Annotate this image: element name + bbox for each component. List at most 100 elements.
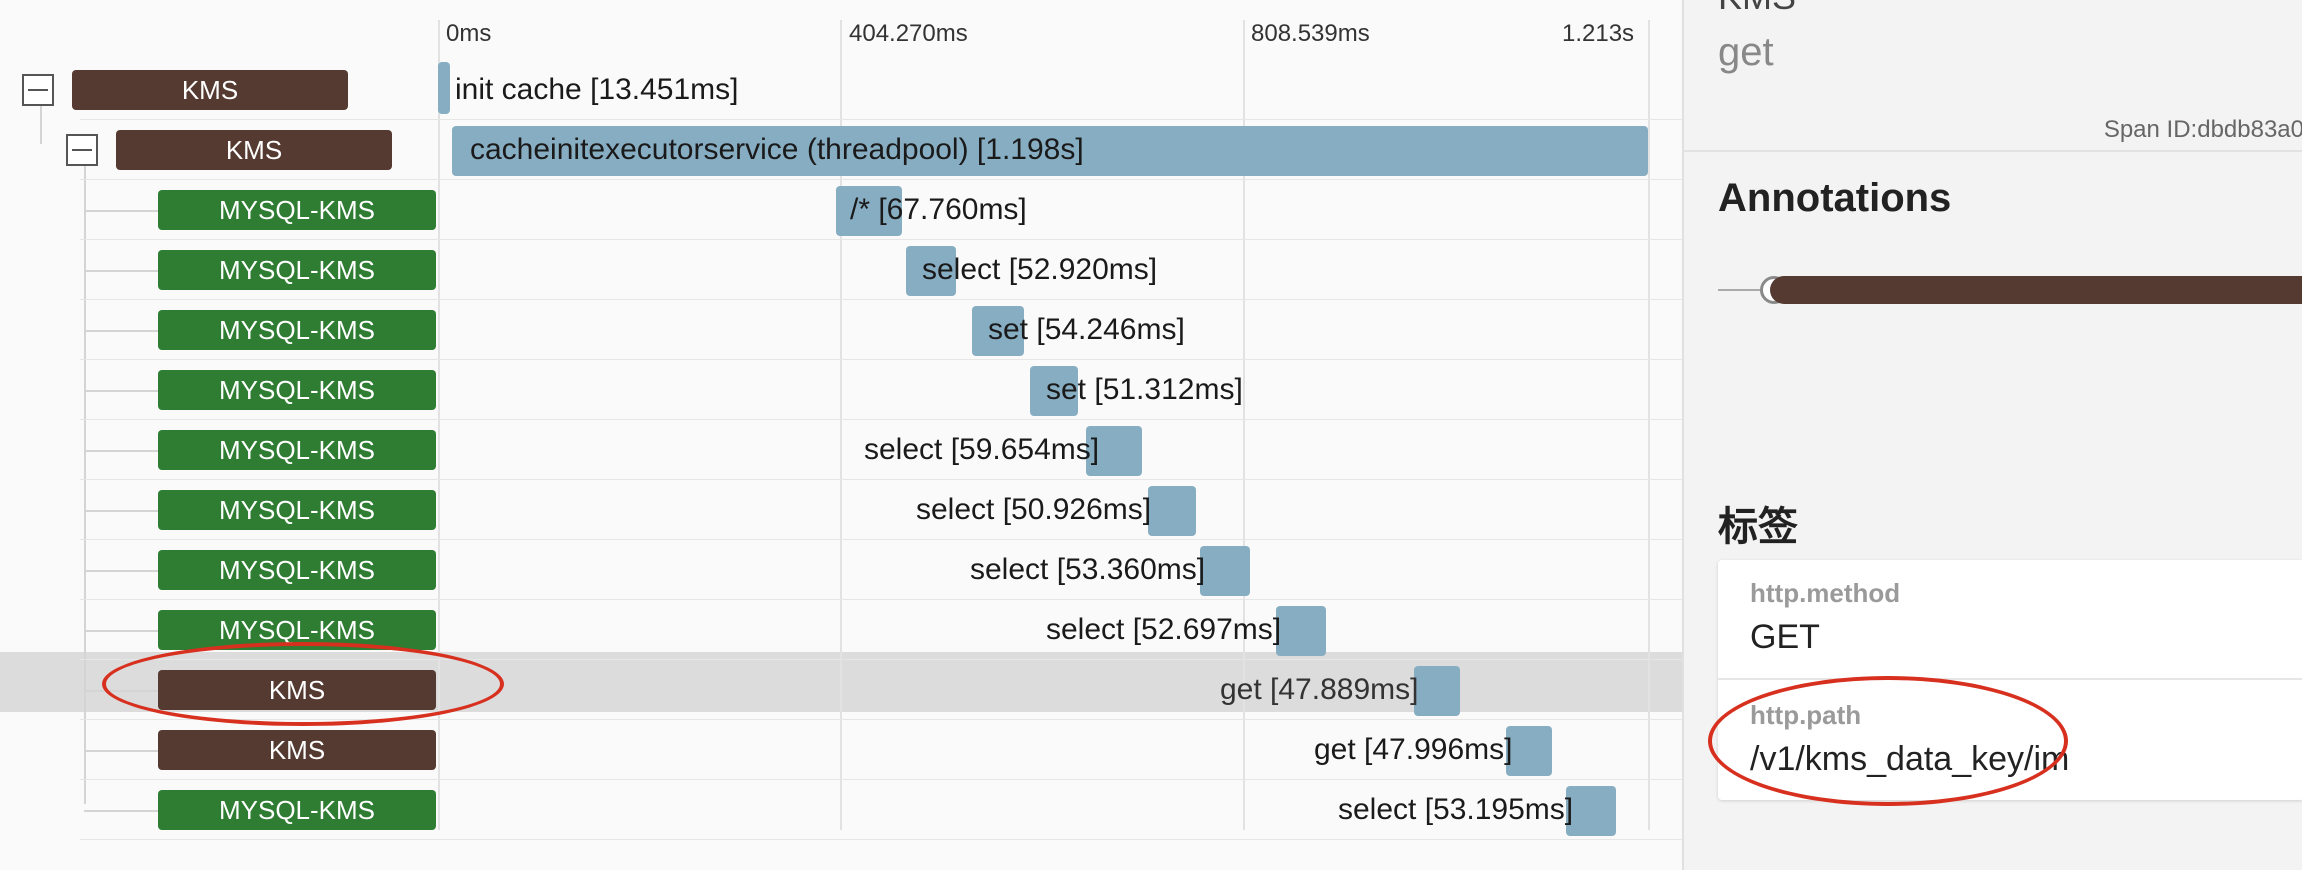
span-row[interactable]: MYSQL-KMS select [59.654ms] bbox=[0, 420, 1682, 480]
span-duration-bar[interactable] bbox=[1200, 546, 1250, 596]
tree-connector bbox=[84, 390, 158, 392]
span-duration-bar[interactable] bbox=[836, 186, 902, 236]
service-badge[interactable]: MYSQL-KMS bbox=[158, 310, 436, 350]
collapse-toggle-icon[interactable] bbox=[22, 74, 54, 106]
timeline-gridline bbox=[1648, 20, 1650, 830]
service-badge[interactable]: KMS bbox=[158, 730, 436, 770]
annotations-heading: Annotations bbox=[1718, 176, 1952, 220]
row-divider bbox=[80, 479, 1682, 480]
span-id-label: Span ID: bbox=[2103, 116, 2198, 143]
tag-key-http-method: http.method bbox=[1750, 578, 1901, 608]
span-label: cacheinitexecutorservice (threadpool) [1… bbox=[470, 133, 1084, 166]
detail-operation-name: get bbox=[1718, 30, 1774, 74]
timeline-gridline bbox=[1243, 20, 1245, 830]
tree-connector bbox=[84, 630, 158, 632]
collapse-toggle-icon[interactable] bbox=[66, 134, 98, 166]
span-row[interactable]: KMS get [47.996ms] bbox=[0, 720, 1682, 780]
span-row[interactable]: MYSQL-KMS select [52.920ms] bbox=[0, 240, 1682, 300]
span-row[interactable]: MYSQL-KMS select [53.195ms] bbox=[0, 780, 1682, 840]
span-row[interactable]: MYSQL-KMS select [53.360ms] bbox=[0, 540, 1682, 600]
service-badge[interactable]: MYSQL-KMS bbox=[158, 370, 436, 410]
timeline-tick-3: 1.213s bbox=[1562, 20, 1635, 47]
row-divider bbox=[80, 719, 1682, 720]
span-label: /* [67.760ms] bbox=[850, 193, 1027, 226]
annotation-circle bbox=[1708, 676, 2068, 806]
service-badge[interactable]: MYSQL-KMS bbox=[158, 610, 436, 650]
timeline-tick-1: 404.270ms bbox=[849, 20, 968, 47]
service-badge[interactable]: MYSQL-KMS bbox=[158, 550, 436, 590]
tree-connector bbox=[84, 270, 158, 272]
span-duration-bar[interactable] bbox=[1506, 726, 1552, 776]
tree-connector bbox=[84, 210, 158, 212]
service-badge[interactable]: MYSQL-KMS bbox=[158, 490, 436, 530]
span-duration-bar[interactable] bbox=[972, 306, 1024, 356]
row-divider bbox=[80, 599, 1682, 600]
tag-value-http-method: GET bbox=[1750, 618, 1820, 656]
row-divider bbox=[80, 299, 1682, 300]
annotation-timeline-line bbox=[1718, 289, 1770, 291]
annotation-timeline-bar bbox=[1770, 276, 2302, 304]
span-row[interactable]: MYSQL-KMS /* [67.760ms] bbox=[0, 180, 1682, 240]
service-badge[interactable]: MYSQL-KMS bbox=[158, 430, 436, 470]
service-badge[interactable]: KMS bbox=[116, 130, 392, 170]
span-label: set [51.312ms] bbox=[1046, 373, 1243, 406]
row-divider bbox=[80, 779, 1682, 780]
row-divider bbox=[80, 839, 1682, 840]
span-duration-bar[interactable] bbox=[1276, 606, 1326, 656]
timeline-gridline bbox=[438, 20, 440, 830]
span-label: select [53.195ms] bbox=[1338, 793, 1574, 826]
row-divider bbox=[80, 539, 1682, 540]
span-label: set [54.246ms] bbox=[988, 313, 1185, 346]
span-row[interactable]: KMS init cache [13.451ms] bbox=[0, 60, 1682, 120]
span-label: get [47.996ms] bbox=[1314, 733, 1513, 766]
span-label: select [53.360ms] bbox=[970, 553, 1206, 586]
row-divider bbox=[80, 119, 1682, 120]
row-divider bbox=[80, 179, 1682, 180]
span-row[interactable]: MYSQL-KMS select [50.926ms] bbox=[0, 480, 1682, 540]
row-divider bbox=[80, 239, 1682, 240]
annotation-circle bbox=[102, 642, 504, 726]
service-badge[interactable]: MYSQL-KMS bbox=[158, 190, 436, 230]
span-duration-bar[interactable] bbox=[1414, 666, 1460, 716]
span-duration-bar[interactable] bbox=[1030, 366, 1078, 416]
span-duration-bar[interactable] bbox=[1148, 486, 1196, 536]
tree-connector bbox=[84, 160, 86, 804]
timeline-tick-2: 808.539ms bbox=[1251, 20, 1370, 47]
span-id-value: dbdb83a0 bbox=[2197, 116, 2302, 143]
tags-heading: 标签 bbox=[1718, 505, 1798, 549]
timeline-gridline bbox=[840, 20, 842, 830]
span-label: select [50.926ms] bbox=[916, 493, 1152, 526]
span-duration-bar[interactable] bbox=[906, 246, 956, 296]
span-duration-bar[interactable] bbox=[452, 126, 1648, 176]
service-badge[interactable]: MYSQL-KMS bbox=[158, 250, 436, 290]
tree-connector bbox=[84, 750, 158, 752]
detail-service-title: KMS bbox=[1718, 0, 1796, 18]
tree-connector bbox=[40, 100, 42, 144]
span-label: select [59.654ms] bbox=[864, 433, 1100, 466]
span-label: select [52.697ms] bbox=[1046, 613, 1282, 646]
row-divider bbox=[80, 359, 1682, 360]
span-detail-panel: KMS get Span ID:dbdb83a0 Annotations 标签 … bbox=[1682, 0, 2302, 870]
span-label: select [52.920ms] bbox=[922, 253, 1158, 286]
service-badge[interactable]: MYSQL-KMS bbox=[158, 790, 436, 830]
service-badge[interactable]: KMS bbox=[72, 70, 348, 110]
tree-connector bbox=[84, 330, 158, 332]
row-divider bbox=[80, 659, 1682, 660]
span-row[interactable]: MYSQL-KMS select [52.697ms] bbox=[0, 600, 1682, 660]
row-divider bbox=[80, 419, 1682, 420]
tree-connector bbox=[84, 450, 158, 452]
tag-divider bbox=[1718, 678, 2302, 680]
tree-connector bbox=[84, 510, 158, 512]
span-duration-bar[interactable] bbox=[1566, 786, 1616, 836]
span-duration-bar[interactable] bbox=[438, 62, 450, 114]
span-label: get [47.889ms] bbox=[1220, 673, 1419, 706]
timeline-tick-0: 0ms bbox=[446, 20, 492, 47]
span-row[interactable]: MYSQL-KMS set [54.246ms] bbox=[0, 300, 1682, 360]
tree-connector bbox=[84, 570, 158, 572]
tree-connector bbox=[84, 810, 158, 812]
detail-span-id: Span ID:dbdb83a0 bbox=[2104, 116, 2302, 144]
trace-timeline-panel: 0ms 404.270ms 808.539ms 1.213s KMS init c… bbox=[0, 20, 1682, 840]
span-row[interactable]: KMS cacheinitexecutorservice (threadpool)… bbox=[0, 120, 1682, 180]
span-row[interactable]: MYSQL-KMS set [51.312ms] bbox=[0, 360, 1682, 420]
span-duration-bar[interactable] bbox=[1086, 426, 1142, 476]
